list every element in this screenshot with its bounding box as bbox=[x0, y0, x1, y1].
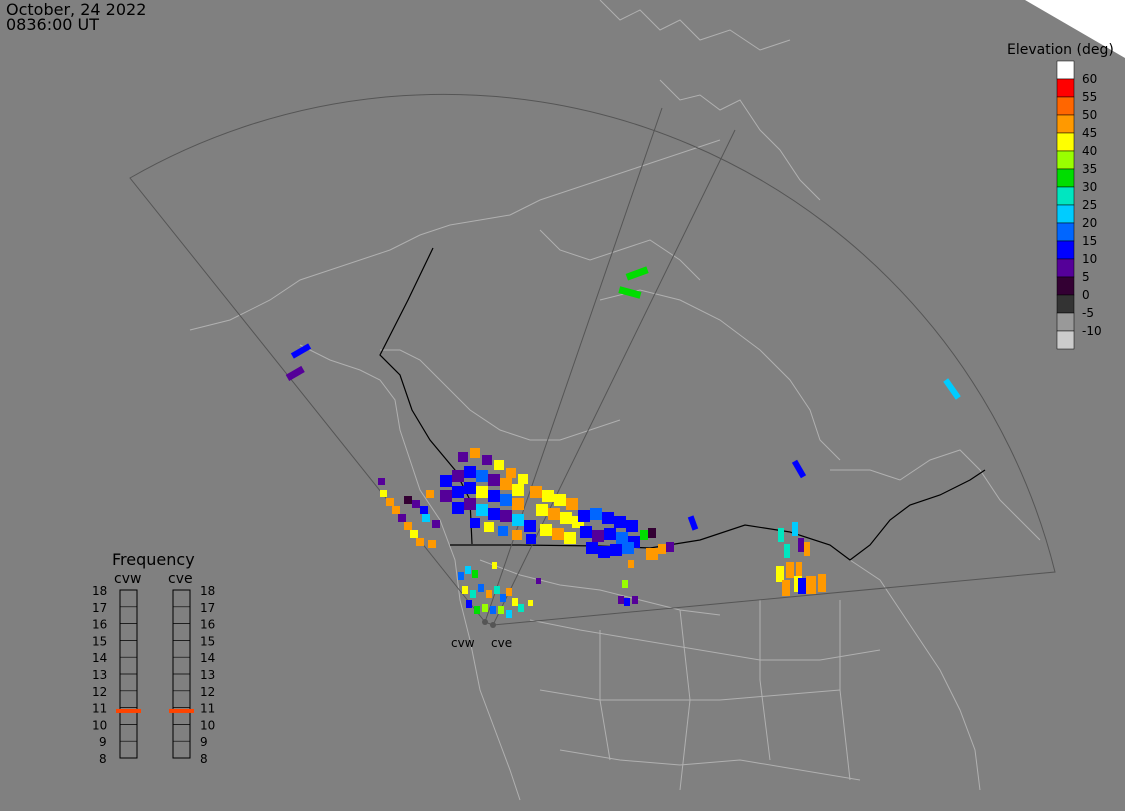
elevation-tick-label: 50 bbox=[1082, 108, 1097, 122]
elevation-tick-label: 0 bbox=[1082, 288, 1090, 302]
elevation-legend-title: Elevation (deg) bbox=[1007, 42, 1114, 58]
elevation-swatch bbox=[1056, 78, 1075, 98]
frequency-tick-label: 15 bbox=[92, 634, 107, 648]
elevation-tick-label: 55 bbox=[1082, 90, 1097, 104]
date-label: October, 24 2022 bbox=[6, 0, 147, 19]
frequency-tick-label: 13 bbox=[92, 668, 107, 682]
elevation-legend: Elevation (deg) 605550454035302520151050… bbox=[1007, 42, 1114, 350]
frequency-tick-label: 15 bbox=[200, 634, 215, 648]
frequency-tick-label: 11 bbox=[200, 702, 215, 716]
frequency-tick-label: 8 bbox=[99, 752, 107, 766]
elevation-swatch bbox=[1056, 114, 1075, 134]
frequency-panel: Frequency cvw cve 18 17 16 15 14 13 12 11 10 9 8 18… bbox=[92, 550, 215, 766]
elevation-tick-label: 5 bbox=[1082, 270, 1090, 284]
time-label: 0836:00 UT bbox=[6, 15, 100, 34]
elevation-swatch bbox=[1056, 60, 1075, 80]
elevation-tick-label: -5 bbox=[1082, 306, 1094, 320]
station-cve-label: cve bbox=[491, 636, 512, 650]
elevation-swatch bbox=[1056, 222, 1075, 242]
elevation-swatch bbox=[1056, 258, 1075, 278]
frequency-tick-label: 14 bbox=[92, 651, 107, 665]
elevation-tick-label: 10 bbox=[1082, 252, 1097, 266]
elevation-swatch bbox=[1056, 186, 1075, 206]
elevation-swatch bbox=[1056, 276, 1075, 296]
national-borders bbox=[379, 247, 986, 561]
frequency-tick-label: 17 bbox=[92, 601, 107, 615]
elevation-tick-label: 25 bbox=[1082, 198, 1097, 212]
frequency-tick-label: 12 bbox=[200, 685, 215, 699]
elevation-tick-label: 20 bbox=[1082, 216, 1097, 230]
frequency-tick-label: 14 bbox=[200, 651, 215, 665]
frequency-title: Frequency bbox=[112, 550, 195, 569]
elevation-tick-label: 60 bbox=[1082, 72, 1097, 86]
coastlines bbox=[189, 0, 1041, 801]
elevation-swatch bbox=[1056, 204, 1075, 224]
backscatter-echoes bbox=[285, 266, 961, 618]
frequency-tick-label: 12 bbox=[92, 685, 107, 699]
elevation-swatch bbox=[1056, 168, 1075, 188]
elevation-swatch bbox=[1056, 330, 1075, 350]
frequency-tick-label: 17 bbox=[200, 601, 215, 615]
elevation-swatch bbox=[1056, 150, 1075, 170]
frequency-tick-label: 9 bbox=[99, 735, 107, 749]
elevation-tick-label: 15 bbox=[1082, 234, 1097, 248]
station-cvw-marker bbox=[482, 619, 488, 625]
frequency-marker-cvw bbox=[116, 708, 141, 713]
frequency-tick-label: 11 bbox=[92, 702, 107, 716]
frequency-tick-label: 18 bbox=[200, 584, 215, 598]
corner-wedge bbox=[1025, 0, 1125, 58]
frequency-radar-cve: cve bbox=[168, 571, 193, 587]
frequency-marker-cve bbox=[169, 708, 194, 713]
frequency-tick-label: 8 bbox=[200, 752, 208, 766]
elevation-tick-label: -10 bbox=[1082, 324, 1102, 338]
frequency-tick-label: 13 bbox=[200, 668, 215, 682]
frequency-tick-label: 16 bbox=[200, 618, 215, 632]
elevation-swatch bbox=[1056, 312, 1075, 332]
elevation-tick-label: 35 bbox=[1082, 162, 1097, 176]
elevation-swatch bbox=[1056, 96, 1075, 116]
frequency-tick-label: 10 bbox=[200, 718, 215, 732]
elevation-tick-label: 30 bbox=[1082, 180, 1097, 194]
elevation-swatch bbox=[1056, 132, 1075, 152]
station-cvw-label: cvw bbox=[451, 636, 475, 650]
frequency-tick-label: 10 bbox=[92, 718, 107, 732]
frequency-tick-label: 18 bbox=[92, 584, 107, 598]
elevation-tick-label: 40 bbox=[1082, 144, 1097, 158]
elevation-swatch bbox=[1056, 240, 1075, 260]
station-cve-marker bbox=[490, 622, 496, 628]
elevation-tick-label: 45 bbox=[1082, 126, 1097, 140]
frequency-radar-cvw: cvw bbox=[114, 571, 141, 587]
frequency-tick-label: 9 bbox=[200, 735, 208, 749]
elevation-swatch bbox=[1056, 294, 1075, 314]
frequency-tick-label: 16 bbox=[92, 618, 107, 632]
